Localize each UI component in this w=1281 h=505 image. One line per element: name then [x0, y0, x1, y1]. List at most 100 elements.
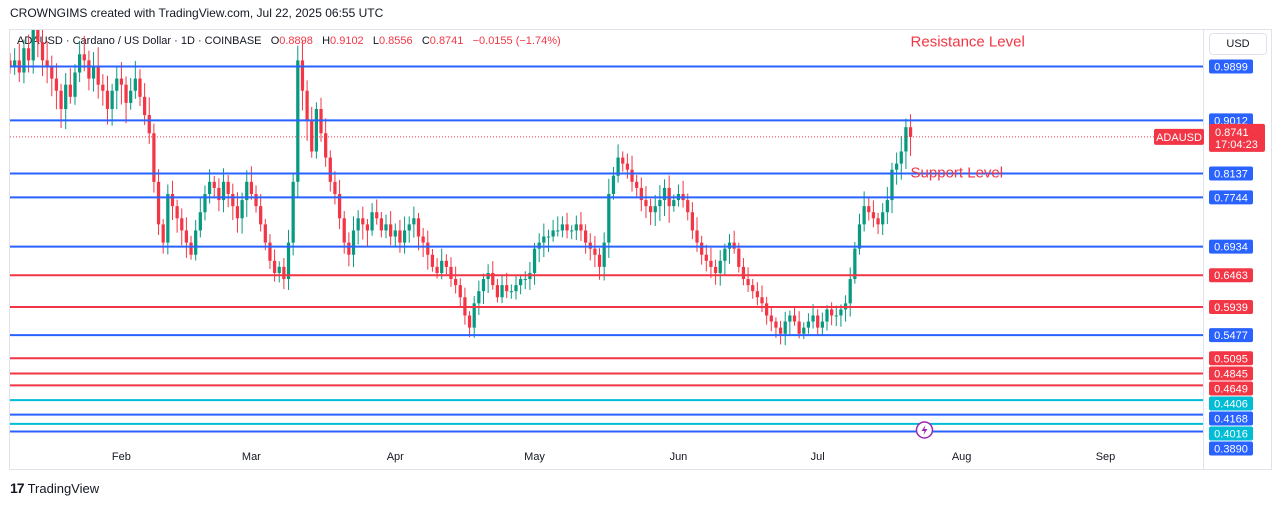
price-tag-bg — [1209, 366, 1253, 381]
candle-body — [648, 206, 653, 213]
candle-body — [254, 194, 258, 207]
symbol-description[interactable]: ADAUSD · Cardano / US Dollar · 1D · COIN… — [17, 35, 262, 47]
candle-body — [788, 315, 792, 322]
candle-body — [908, 127, 913, 137]
candle-body — [421, 236, 425, 243]
candle-body — [616, 157, 620, 176]
candle-body — [802, 327, 806, 334]
candle-body — [778, 327, 783, 334]
candle-body — [412, 218, 416, 225]
candle-body — [467, 315, 472, 328]
candle-body — [769, 315, 773, 322]
candle-body — [583, 230, 588, 243]
candle-body — [853, 248, 857, 280]
candle-body — [203, 194, 207, 213]
candle-body — [398, 230, 402, 243]
tradingview-logo[interactable]: 17 TradingView — [10, 480, 99, 496]
candle-body — [217, 187, 221, 201]
candle-body — [342, 218, 346, 243]
candle-body — [156, 181, 161, 225]
candle-body — [755, 291, 759, 298]
candle-body — [105, 90, 110, 109]
price-axis[interactable] — [1204, 29, 1272, 470]
candle-body — [825, 309, 829, 322]
candle-body — [91, 66, 96, 79]
candle-body — [314, 108, 318, 152]
price-tag-0.5095: 0.5095 — [1209, 351, 1253, 366]
candle-body — [45, 60, 49, 67]
candle-body — [820, 321, 824, 328]
candle-body — [491, 272, 495, 286]
candle-body — [500, 285, 504, 298]
currency-button[interactable]: USD — [1209, 33, 1267, 55]
candle-body — [221, 181, 226, 201]
ohlc-legend: ADAUSD · Cardano / US Dollar · 1D · COIN… — [17, 35, 561, 47]
candle-body — [115, 78, 119, 91]
candle-body — [152, 133, 156, 182]
candle-body — [718, 260, 722, 273]
high-value: 0.9102 — [330, 35, 364, 47]
price-tag-0.8137: 0.8137 — [1209, 166, 1253, 181]
candle-body — [700, 242, 704, 255]
candle-body — [389, 224, 393, 237]
candle-body — [226, 181, 230, 194]
candle-body — [59, 90, 63, 109]
candle-body — [653, 206, 657, 213]
candle-body — [240, 200, 244, 219]
candle-body — [686, 200, 690, 213]
open-label: O — [270, 35, 280, 47]
candle-body — [40, 42, 45, 61]
price-tag-0.4168: 0.4168 — [1209, 411, 1253, 426]
candle-body — [402, 230, 407, 243]
price-tag-bg — [1209, 441, 1253, 456]
change-value: −0.0155 (−1.74%) — [472, 35, 561, 47]
candle-body — [723, 248, 727, 261]
candle-body — [871, 212, 876, 219]
candle-body — [356, 218, 360, 231]
candle-body — [435, 266, 439, 273]
candle-body — [305, 90, 309, 122]
price-tag-bg — [1209, 396, 1253, 411]
candle-body — [611, 175, 616, 194]
candle-body — [272, 260, 277, 273]
price-tag-0.5939: 0.5939 — [1209, 300, 1253, 315]
candle-body — [574, 224, 578, 231]
candle-body — [792, 315, 797, 322]
price-tag-bg — [1209, 239, 1253, 254]
low-value: 0.8556 — [378, 35, 413, 47]
candle-body — [407, 224, 411, 231]
candle-body — [22, 48, 26, 73]
candle-body — [300, 60, 305, 91]
price-tag-text: 0.4168 — [1214, 413, 1248, 425]
price-tag-bg — [1209, 166, 1253, 181]
candle-body — [834, 315, 838, 317]
candle-body — [862, 206, 866, 225]
candle-body — [13, 60, 17, 67]
candle-body — [212, 181, 216, 188]
price-tag-bg — [1209, 351, 1253, 366]
candle-body — [231, 194, 235, 207]
price-tag-bg — [1209, 59, 1253, 74]
last-price-badge — [1209, 123, 1265, 152]
candle-body — [839, 309, 843, 316]
chart-pane[interactable] — [9, 29, 1204, 470]
candle-body — [184, 230, 189, 243]
candle-body — [625, 163, 630, 170]
candle-body — [10, 60, 12, 67]
candle-body — [198, 212, 202, 231]
candle-body — [189, 242, 193, 255]
tradingview-brand: TradingView — [27, 480, 100, 496]
candle-body — [713, 266, 718, 273]
price-tag-text: 0.4406 — [1214, 398, 1248, 410]
x-tick-label: Mar — [242, 451, 261, 463]
candle-body — [440, 260, 444, 273]
price-tag-0.4016: 0.4016 — [1209, 426, 1253, 441]
candle-body — [449, 266, 453, 280]
candle-body — [207, 181, 212, 194]
price-tag-0.4406: 0.4406 — [1209, 396, 1253, 411]
candle-body — [286, 242, 291, 280]
price-tag-bg — [1209, 328, 1253, 343]
candle-body — [532, 248, 537, 273]
candle-body — [602, 242, 606, 267]
